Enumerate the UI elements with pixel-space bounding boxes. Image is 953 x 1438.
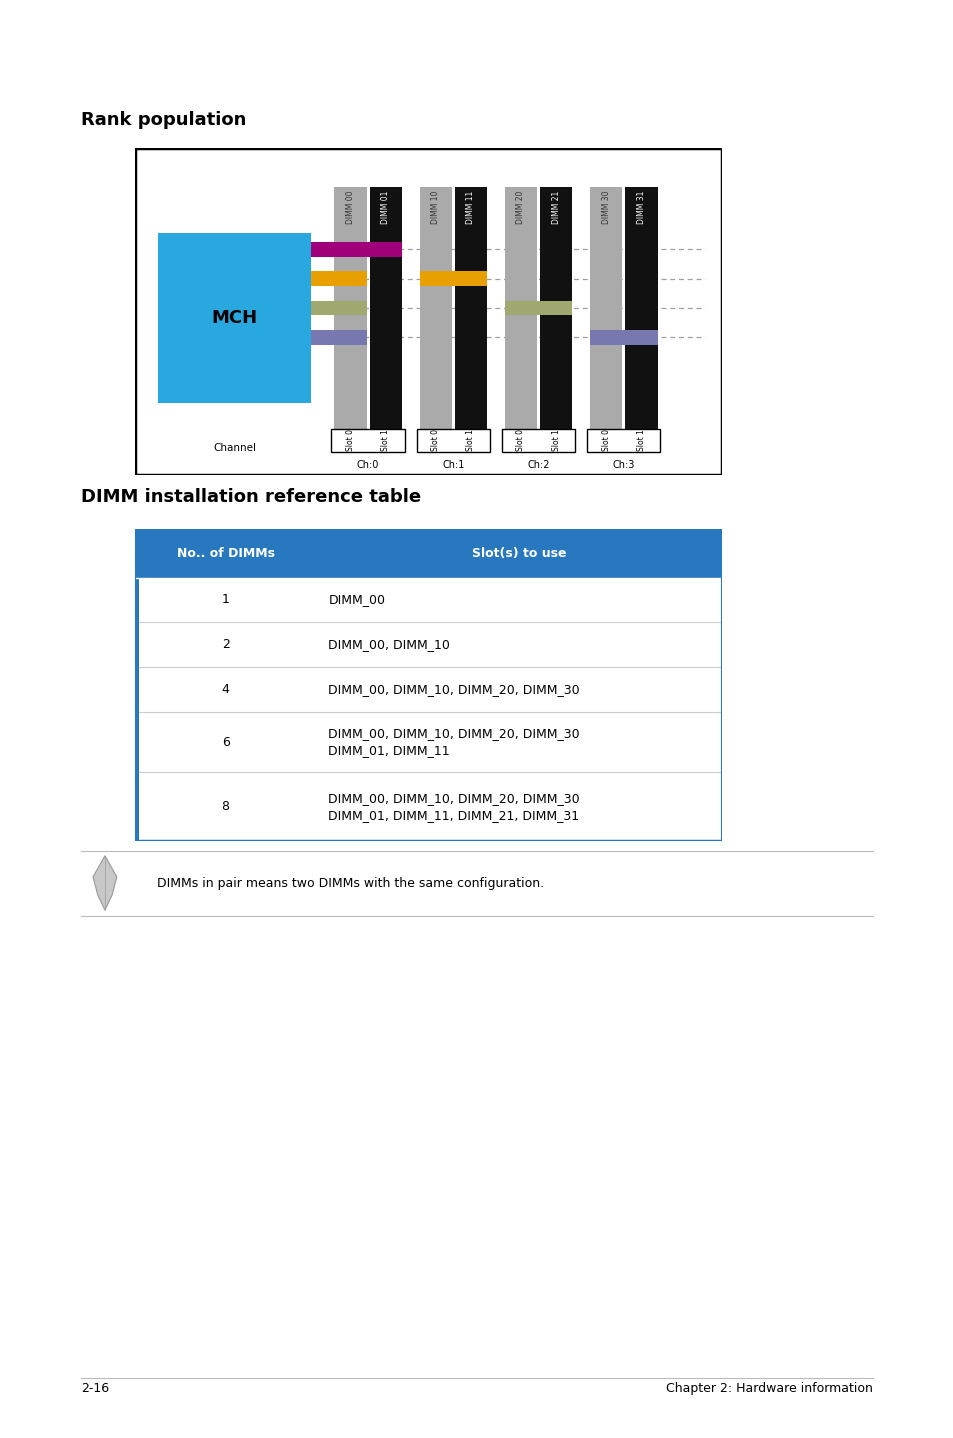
Bar (416, 429, 490, 452)
Bar (134, 578, 721, 623)
Bar (134, 578, 138, 841)
Bar (134, 667, 721, 712)
Text: Slot 1: Slot 1 (637, 430, 645, 452)
Text: Slot(s) to use: Slot(s) to use (472, 546, 566, 559)
Bar (134, 772, 721, 841)
Text: Ch:3: Ch:3 (612, 460, 635, 470)
Bar (501, 429, 575, 452)
Text: DIMM 30: DIMM 30 (601, 191, 610, 224)
Bar (158, 233, 311, 403)
Bar (369, 187, 401, 429)
Text: Slot 1: Slot 1 (551, 430, 560, 452)
Text: 1: 1 (221, 594, 230, 607)
Text: DIMM 00: DIMM 00 (346, 191, 355, 224)
Bar (334, 187, 366, 429)
Text: Chapter 2: Hardware information: Chapter 2: Hardware information (665, 1382, 872, 1395)
Text: Slot 0: Slot 0 (516, 430, 525, 452)
Text: DIMM 21: DIMM 21 (551, 191, 560, 224)
Bar (589, 187, 621, 429)
Text: DIMM_00, DIMM_10: DIMM_00, DIMM_10 (328, 638, 450, 651)
Text: Rank population: Rank population (81, 111, 246, 129)
Bar (455, 187, 487, 429)
Text: DIMMs in pair means two DIMMs with the same configuration.: DIMMs in pair means two DIMMs with the s… (157, 877, 544, 890)
Bar (134, 529, 721, 578)
Text: 4: 4 (221, 683, 230, 696)
Bar (311, 331, 366, 345)
Text: DIMM_00, DIMM_10, DIMM_20, DIMM_30: DIMM_00, DIMM_10, DIMM_20, DIMM_30 (328, 683, 579, 696)
Polygon shape (92, 856, 116, 910)
Text: DIMM 01: DIMM 01 (381, 191, 390, 224)
Text: DIMM_00: DIMM_00 (328, 594, 385, 607)
Text: Ch:1: Ch:1 (441, 460, 464, 470)
Bar (419, 272, 487, 286)
Text: MCH: MCH (212, 309, 257, 326)
Bar (419, 187, 452, 429)
Text: 8: 8 (221, 801, 230, 814)
Bar (504, 301, 572, 315)
Text: 2-16: 2-16 (81, 1382, 109, 1395)
Text: DIMM 11: DIMM 11 (466, 191, 475, 224)
Text: Slot 1: Slot 1 (466, 430, 475, 452)
Text: DIMM 20: DIMM 20 (516, 191, 525, 224)
Bar (624, 187, 657, 429)
Text: DIMM 10: DIMM 10 (431, 191, 439, 224)
Text: 6: 6 (221, 736, 230, 749)
Bar (504, 187, 537, 429)
Bar (589, 331, 657, 345)
Text: Slot 1: Slot 1 (381, 430, 390, 452)
Bar (586, 429, 659, 452)
Text: DIMM installation reference table: DIMM installation reference table (81, 487, 421, 506)
Text: No.. of DIMMs: No.. of DIMMs (176, 546, 274, 559)
Text: Slot 0: Slot 0 (431, 430, 439, 452)
Bar (311, 272, 366, 286)
Bar (311, 242, 401, 256)
Text: DIMM_00, DIMM_10, DIMM_20, DIMM_30
DIMM_01, DIMM_11, DIMM_21, DIMM_31: DIMM_00, DIMM_10, DIMM_20, DIMM_30 DIMM_… (328, 792, 579, 821)
Text: Ch:2: Ch:2 (527, 460, 549, 470)
Bar (134, 712, 721, 772)
Bar (539, 187, 572, 429)
Text: DIMM 31: DIMM 31 (637, 191, 645, 224)
Bar (134, 623, 721, 667)
Text: Slot 0: Slot 0 (601, 430, 610, 452)
Text: Slot 0: Slot 0 (346, 430, 355, 452)
Text: Ch:0: Ch:0 (356, 460, 379, 470)
Bar (331, 429, 404, 452)
Text: Channel: Channel (213, 443, 255, 453)
Text: 2: 2 (221, 638, 230, 651)
Text: DIMM_00, DIMM_10, DIMM_20, DIMM_30
DIMM_01, DIMM_11: DIMM_00, DIMM_10, DIMM_20, DIMM_30 DIMM_… (328, 728, 579, 758)
Bar (311, 301, 366, 315)
